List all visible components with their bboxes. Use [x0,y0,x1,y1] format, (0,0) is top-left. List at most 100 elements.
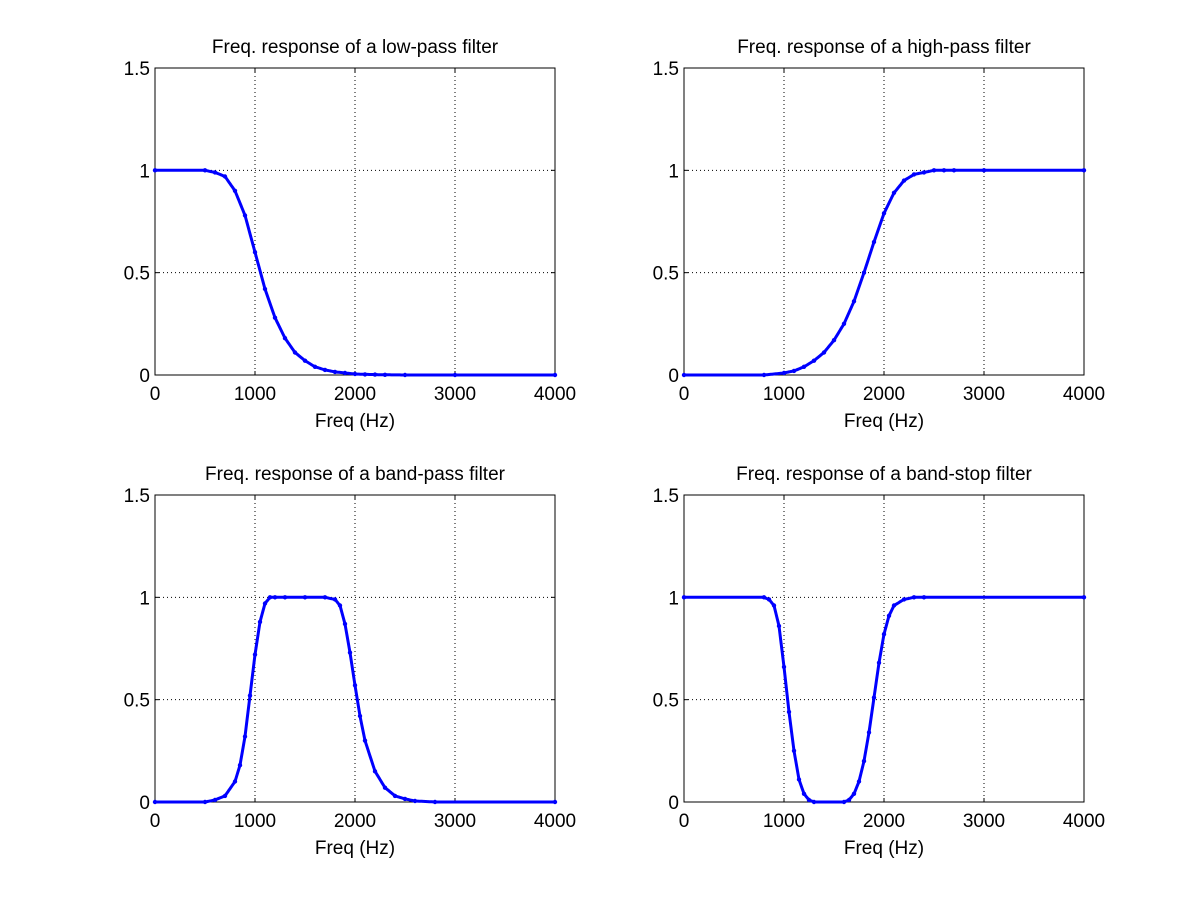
x-axis-label: Freq (Hz) [315,411,395,432]
data-point [252,250,258,255]
y-tick-label: 0.5 [124,691,150,712]
data-point [252,652,258,657]
data-point [337,603,343,608]
data-point [781,370,787,376]
data-point [786,709,792,715]
data-point [257,619,263,625]
y-tick-label: 0 [139,793,150,814]
data-point [911,595,917,600]
data-point [831,338,837,343]
x-tick-label: 0 [679,384,690,405]
y-tick-label: 1 [668,588,679,609]
x-tick-label: 4000 [534,811,576,832]
x-tick-label: 0 [150,811,161,832]
data-point [856,779,862,784]
x-tick-label: 4000 [1063,811,1105,832]
data-point [871,695,877,700]
data-point [432,799,438,805]
data-point [761,595,767,600]
data-point [901,597,907,602]
data-point [776,623,782,629]
x-tick-label: 1000 [763,811,805,832]
data-point [841,321,847,326]
data-point [232,779,238,784]
data-point [402,796,408,802]
data-point [302,595,308,600]
y-tick-label: 0.5 [124,264,150,285]
subplot-1: 0 1000 2000 3000 4000 0 0.5 1 1.5 Freq. response … [124,37,577,432]
chart-title: Freq. response of a high-pass filter [737,37,1031,58]
plot-area [683,494,1085,803]
data-point [382,785,388,790]
data-point [352,371,358,377]
data-point [372,769,378,774]
y-tick-label: 1.5 [653,59,679,80]
x-tick-label: 2000 [334,384,376,405]
data-point [272,595,278,600]
data-point [881,211,887,216]
data-point [412,798,418,804]
data-point [292,350,298,355]
data-point [152,799,158,805]
plot-area [683,67,1085,376]
y-tick-label: 1.5 [653,486,679,507]
data-point [237,763,243,768]
x-tick-label: 3000 [963,811,1005,832]
data-point [262,286,268,292]
x-tick-label: 1000 [234,384,276,405]
y-tick-label: 1 [668,161,679,182]
data-point [242,734,248,739]
data-point [372,372,378,377]
data-point [322,367,328,373]
x-tick-label: 4000 [534,384,576,405]
data-point [811,799,817,805]
data-point [851,299,857,304]
chart-title: Freq. response of a band-stop filter [736,464,1032,485]
data-point [1081,595,1087,600]
y-tick-label: 0 [668,793,679,814]
data-point [941,168,947,173]
data-point [552,799,558,805]
data-point [1081,168,1087,173]
y-tick-label: 1 [139,161,150,182]
data-point [841,799,847,805]
x-tick-label: 2000 [334,811,376,832]
data-point [811,358,817,363]
data-point [771,603,777,608]
data-point [891,190,897,195]
data-point [272,315,278,320]
data-point [981,168,987,173]
y-tick-label: 0 [139,366,150,387]
data-point [921,170,927,175]
data-point [202,168,208,173]
plot-area [154,494,556,803]
y-tick-label: 0 [668,366,679,387]
data-point [262,601,268,606]
data-point [152,168,158,173]
subplot-3: 0 1000 2000 3000 4000 0 0.5 1 1.5 Freq. response … [124,464,577,859]
data-point [322,595,328,600]
data-point [352,683,358,688]
data-point [891,603,897,608]
data-point [796,777,802,782]
data-point [821,350,827,355]
data-point [342,621,348,627]
plot-area [154,67,556,376]
y-tick-label: 1.5 [124,486,150,507]
chart-title: Freq. response of a low-pass filter [212,37,499,58]
data-point [951,168,957,173]
subplot-2: 0 1000 2000 3000 4000 0 0.5 1 1.5 Freq. response … [653,37,1106,432]
data-point [806,797,812,803]
data-point [931,168,937,173]
x-axis-label: Freq (Hz) [844,411,924,432]
data-point [282,595,288,600]
y-tick-label: 1.5 [124,59,150,80]
data-point [222,174,228,179]
data-point [846,797,852,803]
data-point [247,693,253,698]
data-point [886,613,892,618]
x-tick-label: 2000 [863,384,905,405]
data-point [392,793,398,799]
data-point [232,188,238,193]
subplot-4: 0 1000 2000 3000 4000 0 0.5 1 1.5 Freq. response … [653,464,1106,859]
